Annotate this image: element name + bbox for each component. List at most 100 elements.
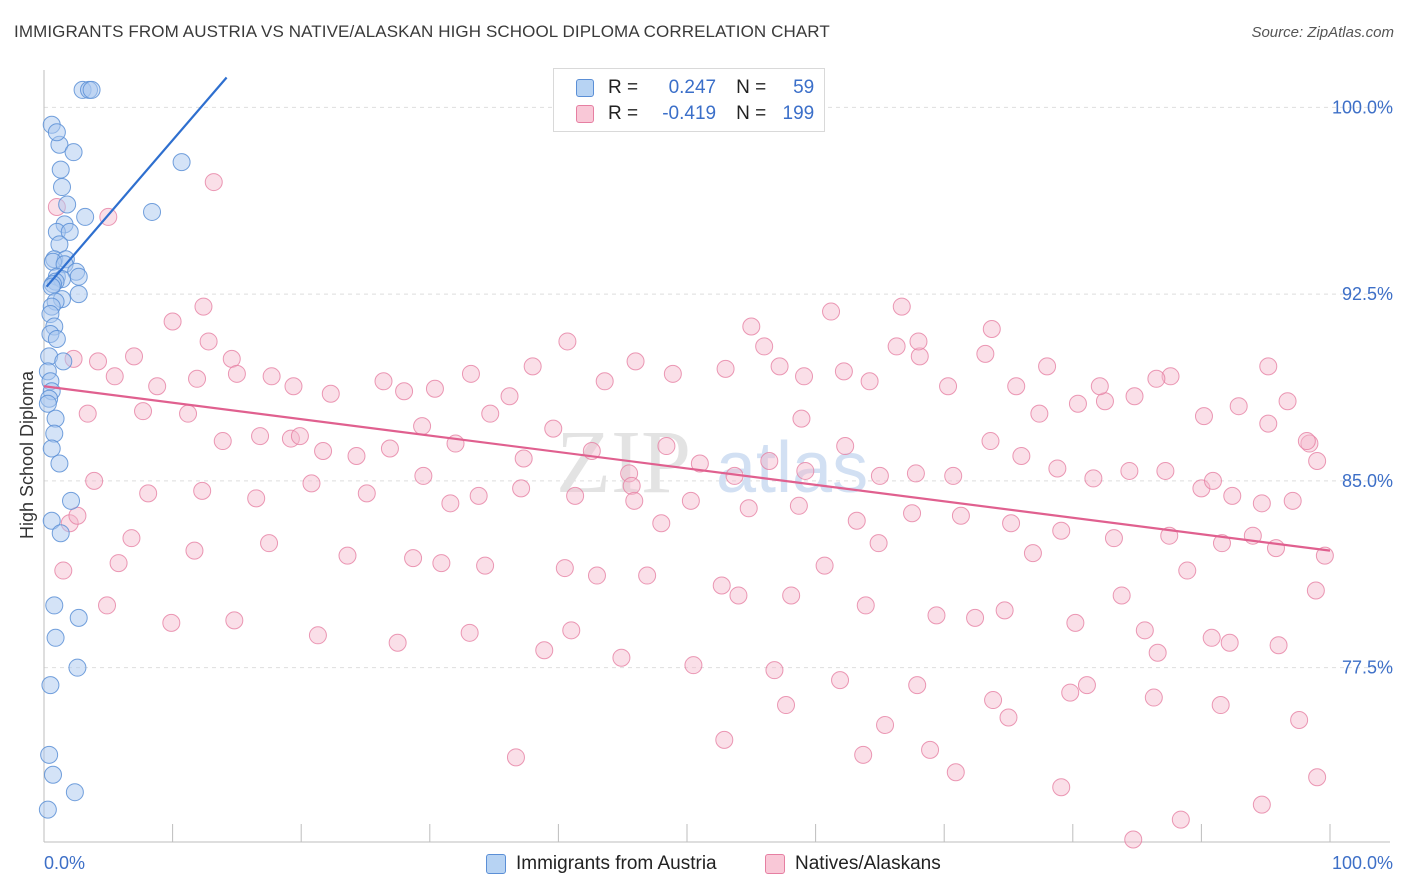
correlation-legend: R = 0.247 N = 59 R = -0.419 N = 199 <box>553 68 825 132</box>
blue-swatch <box>576 79 594 97</box>
natives-point <box>1202 628 1221 647</box>
austria-point <box>76 207 95 226</box>
legend-r-label: R = <box>608 103 639 124</box>
natives-point <box>1300 434 1319 453</box>
natives-point <box>729 586 748 605</box>
natives-point <box>89 352 108 371</box>
natives-point <box>188 369 207 388</box>
natives-point <box>836 437 855 456</box>
natives-point <box>374 372 393 391</box>
austria-point <box>47 123 66 142</box>
natives-point <box>1229 397 1248 416</box>
natives-point <box>860 372 879 391</box>
natives-point <box>1156 461 1175 480</box>
natives-point <box>847 511 866 530</box>
natives-point <box>425 379 444 398</box>
natives-point <box>314 442 333 461</box>
natives-point <box>1002 514 1021 533</box>
natives-point <box>523 357 542 376</box>
legend-n-value: 199 <box>782 103 815 124</box>
austria-point <box>54 352 73 371</box>
natives-point <box>1120 461 1139 480</box>
austria-point <box>38 800 57 819</box>
natives-point <box>834 362 853 381</box>
natives-point <box>566 486 585 505</box>
austria-point <box>69 267 88 286</box>
natives-point <box>388 633 407 652</box>
natives-point <box>995 601 1014 620</box>
legend-r-value: -0.419 <box>662 103 717 124</box>
y-axis-label: High School Diploma <box>17 370 37 539</box>
natives-point <box>1194 407 1213 426</box>
austria-points <box>38 80 191 819</box>
legend-item-natives[interactable]: Natives/Alaskans <box>765 853 941 875</box>
natives-point <box>939 377 958 396</box>
austria-point <box>42 511 61 530</box>
natives-point <box>903 504 922 523</box>
natives-point <box>612 648 631 667</box>
natives-point <box>555 559 574 578</box>
natives-point <box>1269 636 1288 655</box>
natives-point <box>684 656 703 675</box>
austria-point <box>41 676 60 695</box>
natives-point <box>460 623 479 642</box>
natives-point <box>163 312 182 331</box>
natives-point <box>357 484 376 503</box>
natives-point <box>906 464 925 483</box>
legend-row-austria: R = 0.247 N = 59 <box>576 76 814 100</box>
natives-point <box>909 332 928 351</box>
austria-point <box>50 454 69 473</box>
natives-point <box>716 359 735 378</box>
tick-labels: 100.0% 92.5% 85.0% 77.5% 0.0% 100.0% <box>44 97 1393 873</box>
natives-point <box>822 302 841 321</box>
austria-point <box>46 628 65 647</box>
natives-point <box>1290 710 1309 729</box>
austria-point <box>40 745 59 764</box>
natives-point <box>213 432 232 451</box>
austria-point <box>38 394 57 413</box>
natives-point <box>876 715 895 734</box>
natives-point <box>856 596 875 615</box>
natives-point <box>1052 778 1071 797</box>
x-tick-label: 0.0% <box>44 853 85 873</box>
natives-point <box>587 566 606 585</box>
natives-point <box>739 499 758 518</box>
natives-point <box>782 586 801 605</box>
natives-point <box>870 466 889 485</box>
natives-point <box>1023 544 1042 563</box>
natives-point <box>179 404 198 423</box>
natives-point <box>984 691 1003 710</box>
natives-point <box>892 297 911 316</box>
natives-point <box>1084 469 1103 488</box>
natives-point <box>1012 447 1031 465</box>
natives-point <box>1308 768 1327 787</box>
natives-point <box>1203 471 1222 490</box>
y-tick-label: 77.5% <box>1342 658 1393 678</box>
natives-point <box>1223 486 1242 505</box>
natives-point <box>441 494 460 513</box>
natives-point <box>122 529 141 548</box>
y-tick-label: 92.5% <box>1342 284 1393 304</box>
natives-point <box>690 454 709 473</box>
natives-point <box>1112 586 1131 605</box>
natives-point <box>1090 377 1109 396</box>
legend-item-austria[interactable]: Immigrants from Austria <box>486 853 717 875</box>
natives-point <box>535 641 554 660</box>
natives-point <box>966 608 985 627</box>
natives-point <box>921 740 940 759</box>
austria-point <box>62 491 81 510</box>
natives-point <box>247 489 266 508</box>
natives-point <box>1066 613 1085 632</box>
natives-point <box>1297 432 1316 451</box>
natives-point <box>625 491 644 510</box>
natives-point <box>815 556 834 575</box>
natives-point <box>162 613 181 632</box>
natives-point <box>760 451 779 470</box>
austria-point <box>51 524 70 543</box>
natives-point <box>1171 810 1190 829</box>
natives-point <box>854 745 873 764</box>
natives-point <box>1211 696 1230 715</box>
austria-point <box>69 285 88 304</box>
natives-point <box>395 382 414 401</box>
blue-swatch <box>486 854 506 874</box>
